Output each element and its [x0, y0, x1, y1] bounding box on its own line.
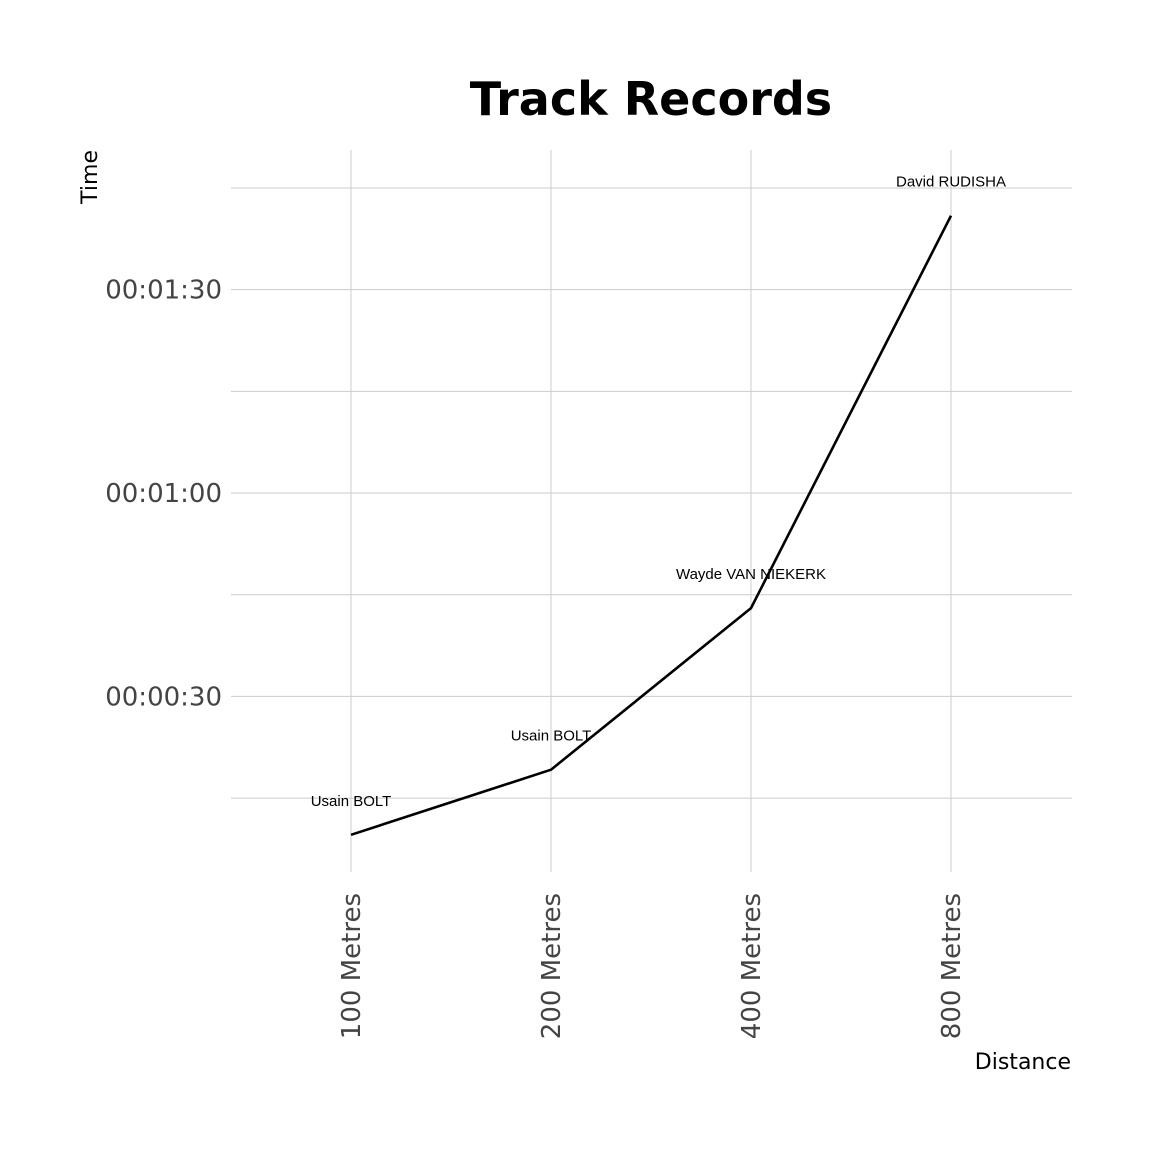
y-axis-title: Time [78, 150, 103, 205]
x-axis-title: Distance [975, 1050, 1071, 1075]
series-line [350, 215, 953, 837]
y-axis-ticks: 00:00:30 00:01:00 00:01:30 [105, 276, 222, 713]
x-axis-ticks: 100 Metres 200 Metres 400 Metres 800 Metres [337, 893, 967, 1039]
point-labels: Usain BOLT Usain BOLT Wayde VAN NIEKERK Dav… [311, 174, 1006, 810]
y-tick-label: 00:01:00 [105, 479, 222, 509]
grid [231, 150, 1072, 872]
y-tick-label: 00:00:30 [105, 682, 222, 712]
data-point-label: Usain BOLT [511, 728, 592, 745]
x-tick-label: 200 Metres [537, 893, 567, 1039]
series-layer [350, 215, 953, 837]
data-point-label: Usain BOLT [311, 793, 392, 810]
x-tick-label: 800 Metres [937, 893, 967, 1039]
x-tick-label: 100 Metres [337, 893, 367, 1039]
data-point-label: Wayde VAN NIEKERK [676, 566, 826, 583]
chart-title: Track Records [470, 72, 832, 126]
x-tick-label: 400 Metres [737, 893, 767, 1039]
y-tick-label: 00:01:30 [105, 276, 222, 306]
data-point-label: David RUDISHA [896, 174, 1006, 191]
